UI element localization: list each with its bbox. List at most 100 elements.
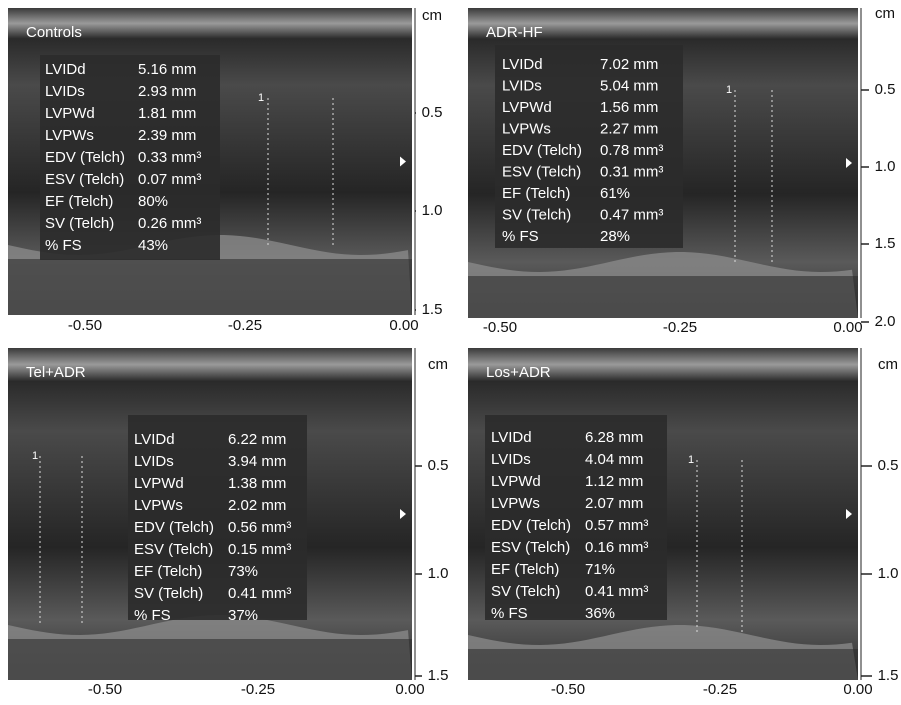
scale-arrow bbox=[846, 509, 852, 519]
measurement-name: LVPWs bbox=[134, 497, 183, 514]
depth-label: 1.5 bbox=[878, 667, 899, 684]
measurement-value: 0.41 mm³ bbox=[228, 585, 291, 602]
measurement-value: 5.16 mm bbox=[138, 61, 196, 78]
panel-label: ADR-HF bbox=[486, 24, 543, 41]
measurement-box bbox=[495, 45, 683, 248]
depth-label: 1.0 bbox=[878, 565, 899, 582]
depth-label: cm bbox=[875, 5, 895, 22]
measurement-name: % FS bbox=[45, 237, 82, 254]
measurement-value: 36% bbox=[585, 605, 615, 622]
measurement-name: LVIDd bbox=[45, 61, 86, 78]
measurement-name: EDV (Telch) bbox=[45, 149, 125, 166]
measurement-name: LVIDs bbox=[502, 77, 542, 94]
measurement-value: 2.02 mm bbox=[228, 497, 286, 514]
measurement-name: LVPWs bbox=[502, 120, 551, 137]
measurement-value: 1.56 mm bbox=[600, 99, 658, 116]
depth-label: 0.5 bbox=[422, 104, 443, 121]
x-tick-label: 0.00 bbox=[833, 319, 862, 336]
measurement-value: 3.94 mm bbox=[228, 453, 286, 470]
depth-label: 1.5 bbox=[422, 301, 443, 318]
measurement-value: 0.07 mm³ bbox=[138, 171, 201, 188]
measurement-value: 0.56 mm³ bbox=[228, 519, 291, 536]
measurement-name: LVIDs bbox=[491, 451, 531, 468]
measurement-value: 1.12 mm bbox=[585, 473, 643, 490]
x-tick-label: -0.50 bbox=[551, 681, 585, 698]
wall-echo bbox=[8, 639, 412, 680]
depth-label: cm bbox=[878, 356, 898, 373]
depth-label: 0.5 bbox=[875, 81, 896, 98]
measurement-value: 0.33 mm³ bbox=[138, 149, 201, 166]
depth-label: cm bbox=[428, 356, 448, 373]
measurement-value: 5.04 mm bbox=[600, 77, 658, 94]
depth-label: cm bbox=[422, 7, 442, 24]
measurement-value: 0.26 mm³ bbox=[138, 215, 201, 232]
measurement-box bbox=[128, 415, 307, 620]
panel-label: Los+ADR bbox=[486, 364, 551, 381]
measurement-value: 1.81 mm bbox=[138, 105, 196, 122]
measurement-name: LVPWd bbox=[491, 473, 541, 490]
depth-label: 1.0 bbox=[875, 158, 896, 175]
measurement-name: SV (Telch) bbox=[45, 215, 114, 232]
wall-echo bbox=[8, 259, 412, 315]
measurement-name: LVPWd bbox=[502, 99, 552, 116]
measurement-name: EF (Telch) bbox=[134, 563, 202, 580]
panel-label: Tel+ADR bbox=[26, 364, 86, 381]
measurement-value: 80% bbox=[138, 193, 168, 210]
depth-label: 1.5 bbox=[875, 235, 896, 252]
x-tick-label: 0.00 bbox=[389, 317, 418, 334]
measurement-name: LVIDd bbox=[491, 429, 532, 446]
depth-label: 1.0 bbox=[428, 565, 449, 582]
depth-label: 2.0 bbox=[875, 313, 896, 330]
measurement-box bbox=[40, 55, 220, 260]
measurement-value: 0.47 mm³ bbox=[600, 206, 663, 223]
measurement-name: % FS bbox=[491, 605, 528, 622]
measurement-name: SV (Telch) bbox=[502, 206, 571, 223]
panel-label: Controls bbox=[26, 24, 82, 41]
measurement-name: LVPWd bbox=[134, 475, 184, 492]
measurement-value: 71% bbox=[585, 561, 615, 578]
x-tick-label: -0.25 bbox=[228, 317, 262, 334]
depth-label: 0.5 bbox=[428, 457, 449, 474]
scale-arrow bbox=[846, 158, 852, 168]
measurement-name: % FS bbox=[134, 607, 171, 624]
measurement-name: LVIDs bbox=[45, 83, 85, 100]
wall-echo bbox=[468, 276, 858, 318]
measurement-box bbox=[485, 415, 667, 620]
caliper-marker: 1 bbox=[726, 84, 732, 96]
measurement-name: EF (Telch) bbox=[45, 193, 113, 210]
caliper-marker: 1 bbox=[688, 454, 694, 466]
measurement-value: 2.27 mm bbox=[600, 120, 658, 137]
measurement-name: LVIDs bbox=[134, 453, 174, 470]
measurement-value: 6.28 mm bbox=[585, 429, 643, 446]
caliper-marker: 1 bbox=[258, 92, 264, 104]
measurement-value: 73% bbox=[228, 563, 258, 580]
measurement-name: LVIDd bbox=[502, 56, 543, 73]
x-tick-label: 0.00 bbox=[843, 681, 872, 698]
measurement-value: 28% bbox=[600, 228, 630, 245]
measurement-value: 61% bbox=[600, 185, 630, 202]
measurement-value: 1.38 mm bbox=[228, 475, 286, 492]
x-tick-label: -0.50 bbox=[68, 317, 102, 334]
x-tick-label: -0.50 bbox=[88, 681, 122, 698]
measurement-name: ESV (Telch) bbox=[491, 539, 570, 556]
measurement-value: 0.78 mm³ bbox=[600, 142, 663, 159]
measurement-value: 0.16 mm³ bbox=[585, 539, 648, 556]
depth-label: 0.5 bbox=[878, 457, 899, 474]
measurement-name: EF (Telch) bbox=[491, 561, 559, 578]
measurement-name: SV (Telch) bbox=[491, 583, 560, 600]
measurement-name: SV (Telch) bbox=[134, 585, 203, 602]
measurement-value: 0.15 mm³ bbox=[228, 541, 291, 558]
x-tick-label: -0.25 bbox=[703, 681, 737, 698]
measurement-value: 7.02 mm bbox=[600, 56, 658, 73]
measurement-value: 0.57 mm³ bbox=[585, 517, 648, 534]
measurement-value: 2.39 mm bbox=[138, 127, 196, 144]
measurement-value: 0.31 mm³ bbox=[600, 163, 663, 180]
caliper-marker: 1 bbox=[32, 450, 38, 462]
measurement-name: EDV (Telch) bbox=[502, 142, 582, 159]
x-tick-label: -0.25 bbox=[663, 319, 697, 336]
measurement-value: 2.93 mm bbox=[138, 83, 196, 100]
measurement-name: EDV (Telch) bbox=[134, 519, 214, 536]
measurement-name: ESV (Telch) bbox=[134, 541, 213, 558]
measurement-value: 43% bbox=[138, 237, 168, 254]
